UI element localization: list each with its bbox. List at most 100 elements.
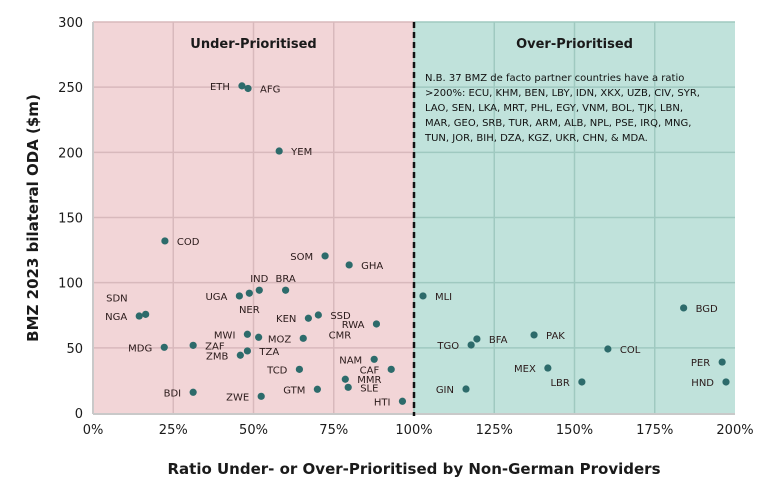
point-label: BGD	[696, 304, 718, 315]
x-tick-label: 100%	[395, 423, 432, 438]
point-label: TGO	[436, 341, 459, 352]
point-label: GIN	[436, 385, 454, 396]
point-label: KEN	[276, 314, 296, 325]
point-label: NER	[239, 305, 260, 316]
data-point-mli	[419, 292, 427, 300]
region-label-under: Under-Prioritised	[190, 37, 316, 52]
x-tick-label: 125%	[476, 423, 513, 438]
point-label: LBR	[550, 378, 569, 389]
point-label: YEM	[290, 147, 312, 158]
region-label-over: Over-Prioritised	[516, 37, 633, 52]
data-point-som	[321, 252, 329, 260]
point-label: BFA	[489, 335, 508, 346]
data-point-gha	[345, 261, 353, 269]
x-tick-label: 200%	[716, 423, 753, 438]
note-line: >200%: ECU, KHM, BEN, LBY, IDN, XKX, UZB…	[425, 88, 700, 99]
data-point-sdn	[142, 310, 150, 318]
point-label: COD	[177, 237, 200, 248]
data-point-per	[718, 358, 726, 366]
y-tick-label: 50	[66, 342, 83, 357]
point-label: BRA	[275, 274, 295, 285]
point-label: BDI	[164, 388, 182, 399]
y-tick-label: 250	[58, 81, 83, 96]
data-point-cod	[161, 237, 169, 245]
data-point-hnd	[722, 378, 730, 386]
data-point-ner	[245, 289, 253, 297]
data-point-hti	[398, 397, 407, 405]
data-point-zaf	[189, 341, 197, 349]
point-label: SDN	[106, 293, 128, 304]
data-point-bdi	[189, 388, 197, 396]
data-point-ind	[255, 286, 263, 294]
x-tick-label: 50%	[239, 423, 268, 438]
x-tick-label: 75%	[319, 423, 348, 438]
point-label: PER	[691, 358, 710, 369]
point-label: NAM	[339, 355, 362, 366]
point-label: MOZ	[268, 334, 291, 345]
note-line: MAR, GEO, SRB, TUR, ARM, ALB, NPL, PSE, …	[425, 118, 691, 129]
note-line: LAO, SEN, LKA, MRT, PHL, EGY, VNM, BOL, …	[425, 103, 683, 114]
data-point-mdg	[160, 343, 168, 351]
point-label: HND	[691, 378, 714, 389]
point-label: ZAF	[205, 341, 225, 352]
note-line: TUN, JOR, BIH, DZA, KGZ, UKR, CHN, & MDA…	[424, 133, 648, 144]
point-label: SOM	[290, 252, 313, 263]
data-point-cmr	[255, 333, 263, 341]
data-point-nam	[370, 355, 378, 363]
data-point-afg	[244, 84, 252, 93]
point-label: NGA	[105, 312, 127, 323]
y-tick-label: 150	[58, 212, 83, 227]
data-point-moz	[299, 334, 307, 342]
data-point-bfa	[473, 335, 481, 343]
y-axis-title: BMZ 2023 bilateral ODA ($m)	[24, 94, 42, 342]
y-tick-label: 300	[58, 16, 83, 31]
point-label: GHA	[361, 261, 383, 272]
data-point-gin	[462, 385, 470, 393]
data-point-eth	[238, 82, 246, 90]
note-text: N.B. 37 BMZ de facto partner countries h…	[424, 73, 700, 144]
point-label: ZWE	[226, 392, 249, 403]
point-label: IND	[250, 274, 268, 285]
data-point-lbr	[578, 378, 586, 386]
data-point-bra	[282, 286, 290, 294]
data-point-sle	[344, 383, 352, 391]
point-label: GTM	[283, 385, 305, 396]
y-tick-label: 0	[75, 407, 83, 422]
data-points: ETH AFG YEM COD SOM GHA IND BRA UGA NER SDN NGA KEN S…	[105, 82, 730, 408]
data-point-bgd	[680, 304, 688, 312]
point-label: CAF	[360, 365, 380, 376]
data-point-tgo	[467, 341, 475, 349]
data-point-uga	[235, 292, 243, 300]
data-point-rwa	[372, 320, 381, 328]
point-label: AFG	[260, 84, 280, 95]
point-label: HTI	[374, 397, 391, 408]
point-label: SLE	[360, 383, 378, 394]
point-label: ZMB	[206, 351, 228, 362]
point-label: RWA	[342, 320, 365, 331]
data-point-nga	[135, 312, 143, 320]
data-point-tcd	[295, 365, 304, 373]
point-label: MEX	[514, 364, 536, 375]
data-point-zmb	[236, 351, 244, 359]
point-label: TZA	[258, 347, 279, 358]
data-point-mwi	[243, 330, 252, 338]
data-point-ken	[304, 314, 312, 322]
point-label: UGA	[205, 292, 227, 303]
data-point-mmr	[341, 375, 349, 383]
data-point-col	[604, 345, 612, 353]
data-point-ssd	[314, 311, 322, 319]
data-point-zwe	[257, 392, 265, 400]
grid	[93, 21, 735, 413]
point-label: MMR	[357, 375, 381, 386]
point-label: SSD	[330, 311, 351, 322]
data-point-caf	[387, 365, 395, 373]
note-line: N.B. 37 BMZ de facto partner countries h…	[425, 73, 684, 84]
data-point-tza	[243, 347, 252, 355]
x-tick-label: 0%	[83, 423, 104, 438]
point-label: MDG	[128, 343, 152, 354]
point-label: ETH	[210, 82, 230, 93]
point-label: MWI	[214, 330, 235, 341]
axis-ticks: 0% 25% 50% 75% 100% 125% 150% 175% 200% 0 50 100 150…	[58, 16, 753, 438]
data-point-gtm	[313, 385, 321, 393]
